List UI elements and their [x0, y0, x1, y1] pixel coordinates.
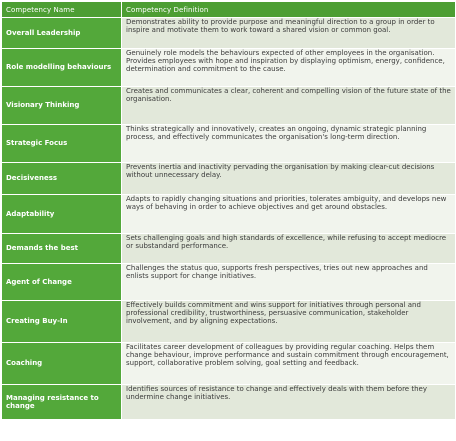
- table-row: Strategic Focus Thinks strategically and…: [1, 124, 456, 163]
- competency-name: Demands the best: [1, 233, 122, 264]
- table-row: Managing resistance to change Identifies…: [1, 384, 456, 420]
- competency-name: Strategic Focus: [1, 124, 122, 163]
- competency-name: Visionary Thinking: [1, 86, 122, 125]
- competency-definition: Creates and communicates a clear, cohere…: [121, 86, 456, 125]
- table-row: Agent of Change Challenges the status qu…: [1, 263, 456, 301]
- competency-definition: Challenges the status quo, supports fres…: [121, 263, 456, 301]
- competency-definition: Identifies sources of resistance to chan…: [121, 384, 456, 420]
- competency-definition: Adapts to rapidly changing situations an…: [121, 194, 456, 234]
- competency-name: Managing resistance to change: [1, 384, 122, 420]
- competency-name: Decisiveness: [1, 162, 122, 195]
- table-header-row: Competency Name Competency Definition: [1, 1, 456, 18]
- table-row: Creating Buy-In Effectively builds commi…: [1, 300, 456, 343]
- table-row: Role modelling behaviours Genuinely role…: [1, 48, 456, 87]
- competency-definition: Sets challenging goals and high standard…: [121, 233, 456, 264]
- competency-name: Overall Leadership: [1, 17, 122, 49]
- competency-name: Creating Buy-In: [1, 300, 122, 343]
- table-row: Adaptability Adapts to rapidly changing …: [1, 194, 456, 234]
- competency-definition: Effectively builds commitment and wins s…: [121, 300, 456, 343]
- table-row: Overall Leadership Demonstrates ability …: [1, 17, 456, 49]
- competency-name: Role modelling behaviours: [1, 48, 122, 87]
- competency-name: Agent of Change: [1, 263, 122, 301]
- competency-definition: Prevents inertia and inactivity pervadin…: [121, 162, 456, 195]
- competency-definition: Demonstrates ability to provide purpose …: [121, 17, 456, 49]
- table-row: Visionary Thinking Creates and communica…: [1, 86, 456, 125]
- column-header-definition: Competency Definition: [121, 1, 456, 18]
- table-row: Decisiveness Prevents inertia and inacti…: [1, 162, 456, 195]
- competency-definition: Facilitates career development of collea…: [121, 342, 456, 385]
- competency-definition: Thinks strategically and innovatively, c…: [121, 124, 456, 163]
- competency-name: Adaptability: [1, 194, 122, 234]
- table-row: Demands the best Sets challenging goals …: [1, 233, 456, 264]
- competency-name: Coaching: [1, 342, 122, 385]
- competency-table: Competency Name Competency Definition Ov…: [1, 1, 456, 420]
- table-row: Coaching Facilitates career development …: [1, 342, 456, 385]
- competency-definition: Genuinely role models the behaviours exp…: [121, 48, 456, 87]
- column-header-name: Competency Name: [1, 1, 122, 18]
